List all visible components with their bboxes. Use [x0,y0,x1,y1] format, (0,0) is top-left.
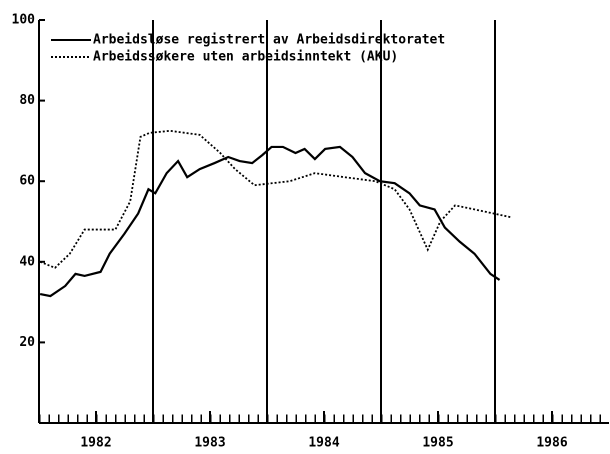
x-tick-label: 1983 [194,436,225,451]
x-tick-label: 1982 [80,436,111,451]
y-tick-label: 20 [19,335,35,350]
y-tick-label: 40 [19,254,35,269]
y-tick-label: 100 [12,13,36,28]
line [39,145,501,298]
y-tick-label: 60 [19,174,35,189]
x-tick-label: 1984 [308,436,339,451]
y-tick-label: 80 [19,93,35,108]
x-tick-label: 1986 [536,436,567,451]
legend-label: Arbeidssøkere uten arbeidsinntekt (AKU) [93,50,398,65]
x-tick-label: 1985 [422,436,453,451]
line [39,129,513,269]
legend-label: Arbeidsløse registrert av Arbeidsdirekto… [93,33,445,48]
